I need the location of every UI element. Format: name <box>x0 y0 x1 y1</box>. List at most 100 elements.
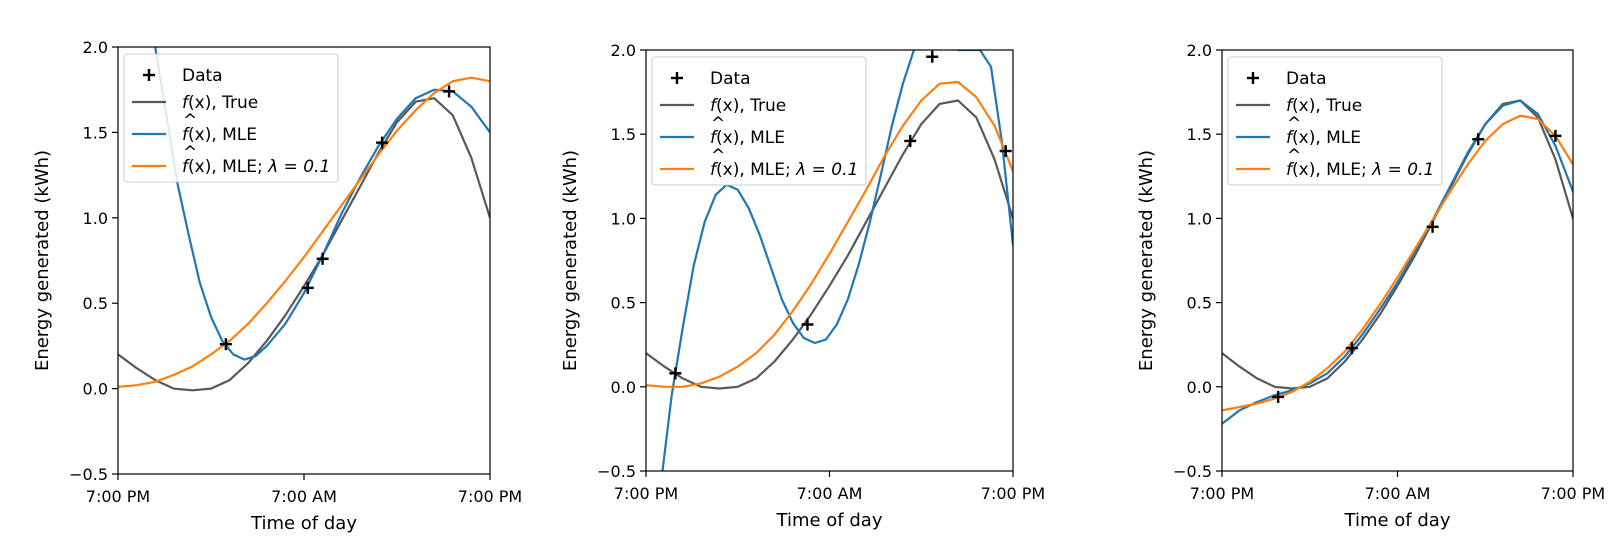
legend-mle-label: f(x), MLE <box>710 128 785 148</box>
y-tick-label: −0.5 <box>69 465 108 484</box>
legend-regularized-lambda: λ = 0.1 <box>795 160 858 180</box>
legend-regularized-suffix: (x), MLE; <box>716 160 796 180</box>
data-point-marker <box>301 281 314 294</box>
y-tick-label: 0.5 <box>83 294 108 313</box>
legend-regularized-suffix: (x), MLE; <box>188 157 268 177</box>
y-tick-label: 0.5 <box>611 294 636 313</box>
y-tick-label: 2.0 <box>1187 41 1212 60</box>
y-axis-label: Energy generated (kWh) <box>32 150 53 371</box>
legend-regularized-hat: ^ <box>1287 146 1301 166</box>
legend-regularized-function-symbol: f <box>1286 160 1295 180</box>
x-tick-label: 7:00 PM <box>86 487 150 506</box>
x-tick-label: 7:00 AM <box>1365 484 1431 503</box>
legend-true-function-symbol: f <box>710 96 719 116</box>
y-tick-label: 0.0 <box>1187 378 1212 397</box>
mle-curve-line <box>154 47 490 361</box>
data-point-marker <box>926 50 939 63</box>
legend-true-suffix: (x), True <box>1292 96 1362 116</box>
data-point-marker <box>316 252 329 265</box>
data-point-marker <box>904 134 917 147</box>
data-point-marker <box>443 85 456 98</box>
legend-frame <box>123 53 339 183</box>
x-tick-label: 7:00 PM <box>1541 484 1605 503</box>
data-point-marker <box>376 136 389 149</box>
legend-true-function-symbol: f <box>1286 96 1295 116</box>
mle-curve-line <box>1222 99 1573 425</box>
x-tick-label: 7:00 AM <box>271 487 337 506</box>
x-tick-label: 7:00 PM <box>981 484 1045 503</box>
y-tick-label: −0.5 <box>1173 462 1212 481</box>
legend-mle-label: f(x), MLE <box>182 125 257 145</box>
data-point-marker <box>669 367 682 380</box>
legend-data-label: Data <box>1286 69 1327 89</box>
legend-mle-hat: ^ <box>1287 114 1301 134</box>
y-tick-label: 1.5 <box>83 123 108 142</box>
legend-true-label: f(x), True <box>1286 96 1362 116</box>
y-tick-label: 0.5 <box>1187 294 1212 313</box>
y-tick-label: 1.0 <box>1187 209 1212 228</box>
x-tick-label: 7:00 PM <box>1190 484 1254 503</box>
x-axis-label: Time of day <box>250 513 357 534</box>
x-tick-label: 7:00 PM <box>614 484 678 503</box>
legend-mle-hat: ^ <box>711 114 725 134</box>
data-point-marker <box>219 338 232 351</box>
legend-mle-label: f(x), MLE <box>1286 128 1361 148</box>
series-lines <box>118 47 490 392</box>
y-axis-label: Energy generated (kWh) <box>560 150 581 371</box>
legend-mle-suffix: (x), MLE <box>188 125 257 145</box>
data-point-marker <box>1426 220 1439 233</box>
legend-data-marker <box>1247 72 1259 84</box>
y-tick-label: 0.0 <box>611 378 636 397</box>
legend-true-suffix: (x), True <box>716 96 786 116</box>
legend-mle-function-symbol: f <box>1286 128 1295 148</box>
subplot-2: −0.5 0.0 0.5 1.0 1.5 2.0 7:00 PM 7:00 AM 7:00 PM… <box>560 41 1045 531</box>
series-lines <box>646 50 1013 471</box>
legend-frame <box>651 56 867 186</box>
legend-data-label: Data <box>182 66 223 86</box>
y-tick-label: 1.0 <box>83 209 108 228</box>
legend-regularized-hat: ^ <box>183 143 197 163</box>
regularized-mle-curve-line <box>646 80 1013 388</box>
legend-mle-function-symbol: f <box>710 128 719 148</box>
legend-regularized-label: f(x), MLE; λ = 0.1 <box>1286 160 1434 180</box>
legend-true-label: f(x), True <box>182 93 258 113</box>
x-tick-label: 7:00 PM <box>458 487 522 506</box>
x-axis-label: Time of day <box>1344 510 1451 531</box>
data-point-marker <box>1345 342 1358 355</box>
y-tick-label: −0.5 <box>597 462 636 481</box>
legend-data-marker <box>671 72 683 84</box>
y-axis-label: Energy generated (kWh) <box>1136 150 1157 371</box>
legend-regularized-function-symbol: f <box>182 157 191 177</box>
legend-mle-suffix: (x), MLE <box>716 128 785 148</box>
y-tick-label: 1.0 <box>611 209 636 228</box>
legend-regularized-label: f(x), MLE; λ = 0.1 <box>710 160 858 180</box>
legend-data-label: Data <box>710 69 751 89</box>
data-point-marker <box>999 145 1012 158</box>
legend-regularized-label: f(x), MLE; λ = 0.1 <box>182 157 330 177</box>
legend-true-label: f(x), True <box>710 96 786 116</box>
data-point-marker <box>1472 133 1485 146</box>
x-axis-label: Time of day <box>776 510 883 531</box>
regularized-mle-curve-line <box>118 76 490 388</box>
y-tick-label: 2.0 <box>83 38 108 57</box>
legend-regularized-function-symbol: f <box>710 160 719 180</box>
subplot-3: −0.5 0.0 0.5 1.0 1.5 2.0 7:00 PM 7:00 AM 7:00 PM… <box>1136 41 1605 531</box>
legend-regularized-suffix: (x), MLE; <box>1292 160 1372 180</box>
y-tick-label: 0.0 <box>83 380 108 399</box>
y-tick-label: 1.5 <box>1187 125 1212 144</box>
legend-regularized-hat: ^ <box>711 146 725 166</box>
legend-true-suffix: (x), True <box>188 93 258 113</box>
subplot-1: −0.5 0.0 0.5 1.0 1.5 2.0 7:00 PM 7:00 AM 7:00 PM… <box>32 38 522 534</box>
legend-true-function-symbol: f <box>182 93 191 113</box>
legend-data-marker <box>143 69 155 81</box>
legend-frame <box>1227 56 1443 186</box>
legend-mle-hat: ^ <box>183 111 197 131</box>
data-point-marker <box>801 318 814 331</box>
data-point-marker <box>1272 390 1285 403</box>
true-curve-line <box>646 99 1013 390</box>
legend-regularized-lambda: λ = 0.1 <box>1371 160 1434 180</box>
